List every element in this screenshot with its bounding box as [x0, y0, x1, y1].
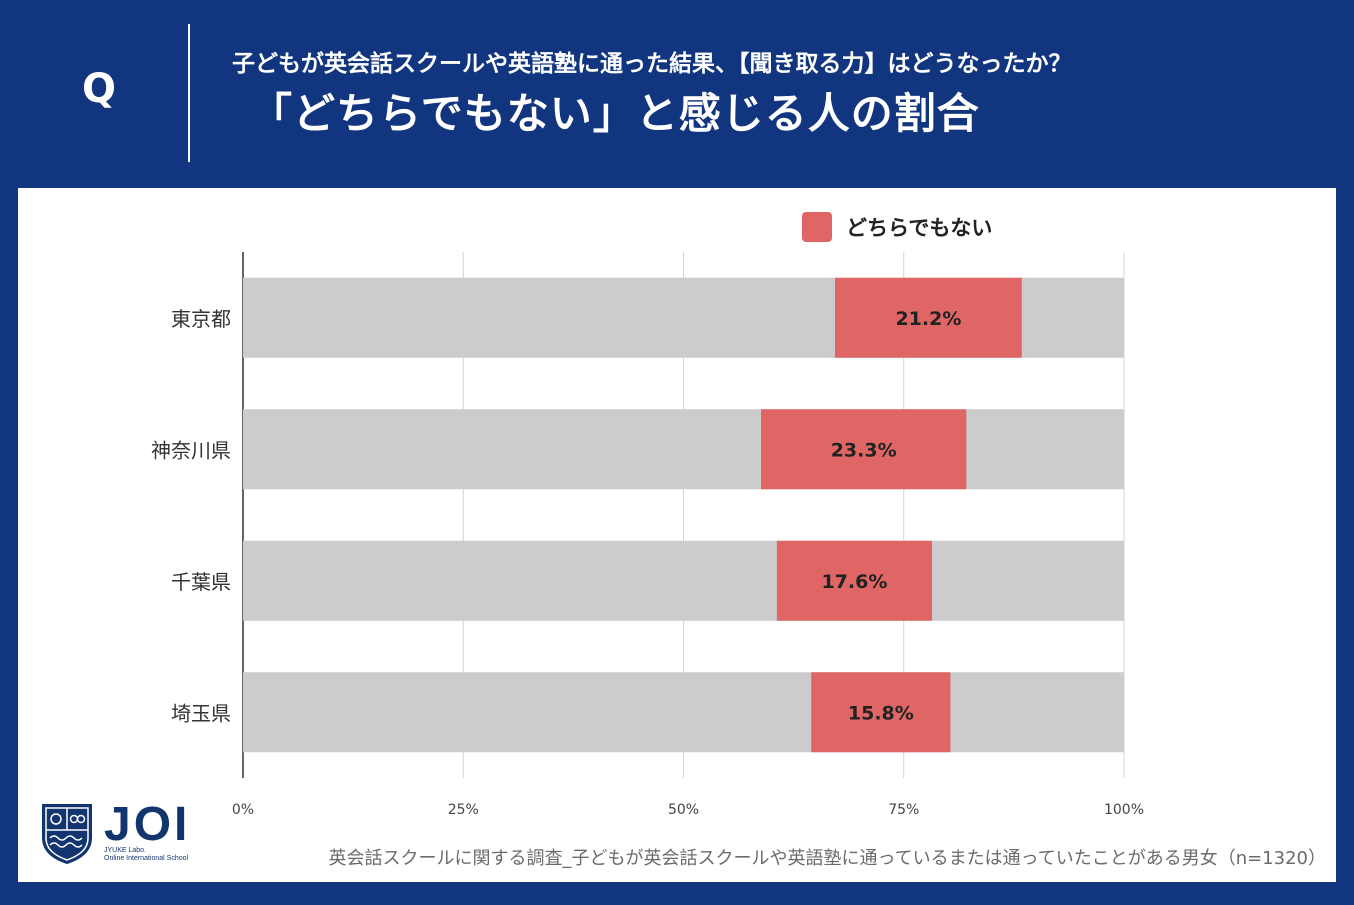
- x-tick-label: 100%: [1104, 802, 1144, 818]
- bar-segment: [761, 409, 967, 490]
- chart-panel: 0% 25% 50% 75% 100% 21.2% 東京都 23.3% 神奈川県 17.6% 千葉県…: [18, 188, 1336, 882]
- category-label: 東京都: [171, 307, 231, 331]
- survey-footnote: 英会話スクールに関する調査_子どもが英会話スクールや英語塾に通っているまたは通っ…: [328, 848, 1327, 869]
- bar-segment: [835, 277, 1022, 358]
- data-label: 21.2%: [895, 308, 961, 330]
- question-marker: Q: [82, 66, 117, 112]
- category-label: 千葉県: [171, 570, 231, 594]
- bar-chart: 0% 25% 50% 75% 100% 21.2% 東京都 23.3% 神奈川県 17.6% 千葉県…: [151, 252, 1144, 818]
- logo-subtitle: JYUKE Labo.: [104, 847, 147, 854]
- x-tick-label: 50%: [668, 802, 699, 818]
- category-label: 埼玉県: [171, 701, 231, 725]
- legend-swatch: [802, 212, 832, 242]
- bar-track: [243, 672, 1124, 753]
- shield-emblem-icon: [42, 804, 92, 864]
- category-label: 神奈川県: [151, 438, 231, 462]
- data-label: 17.6%: [821, 571, 887, 593]
- header-divider: [188, 24, 190, 162]
- legend-label: どちらでもない: [846, 216, 993, 240]
- x-tick-label: 0%: [232, 802, 254, 818]
- x-tick-label: 75%: [888, 802, 919, 818]
- data-label: 15.8%: [848, 702, 914, 724]
- bar-segment: [776, 540, 932, 621]
- chart-title: 「どちらでもない」と感じる人の割合: [250, 89, 980, 138]
- data-label: 23.3%: [831, 439, 897, 461]
- legend: どちらでもない: [802, 212, 992, 242]
- logo-wordmark: JOI: [104, 798, 191, 851]
- bar-track: [243, 540, 1124, 621]
- x-tick-label: 25%: [448, 802, 479, 818]
- question-text: 子どもが英会話スクールや英語塾に通った結果、【聞き取る力】はどうなったか？: [232, 51, 1072, 77]
- bar-segment: [811, 672, 951, 753]
- bar-track: [243, 409, 1124, 490]
- logo-subtitle-school: Online International School: [104, 855, 189, 862]
- joi-logo: JOI JYUKE Labo. Online International Sch…: [38, 800, 190, 866]
